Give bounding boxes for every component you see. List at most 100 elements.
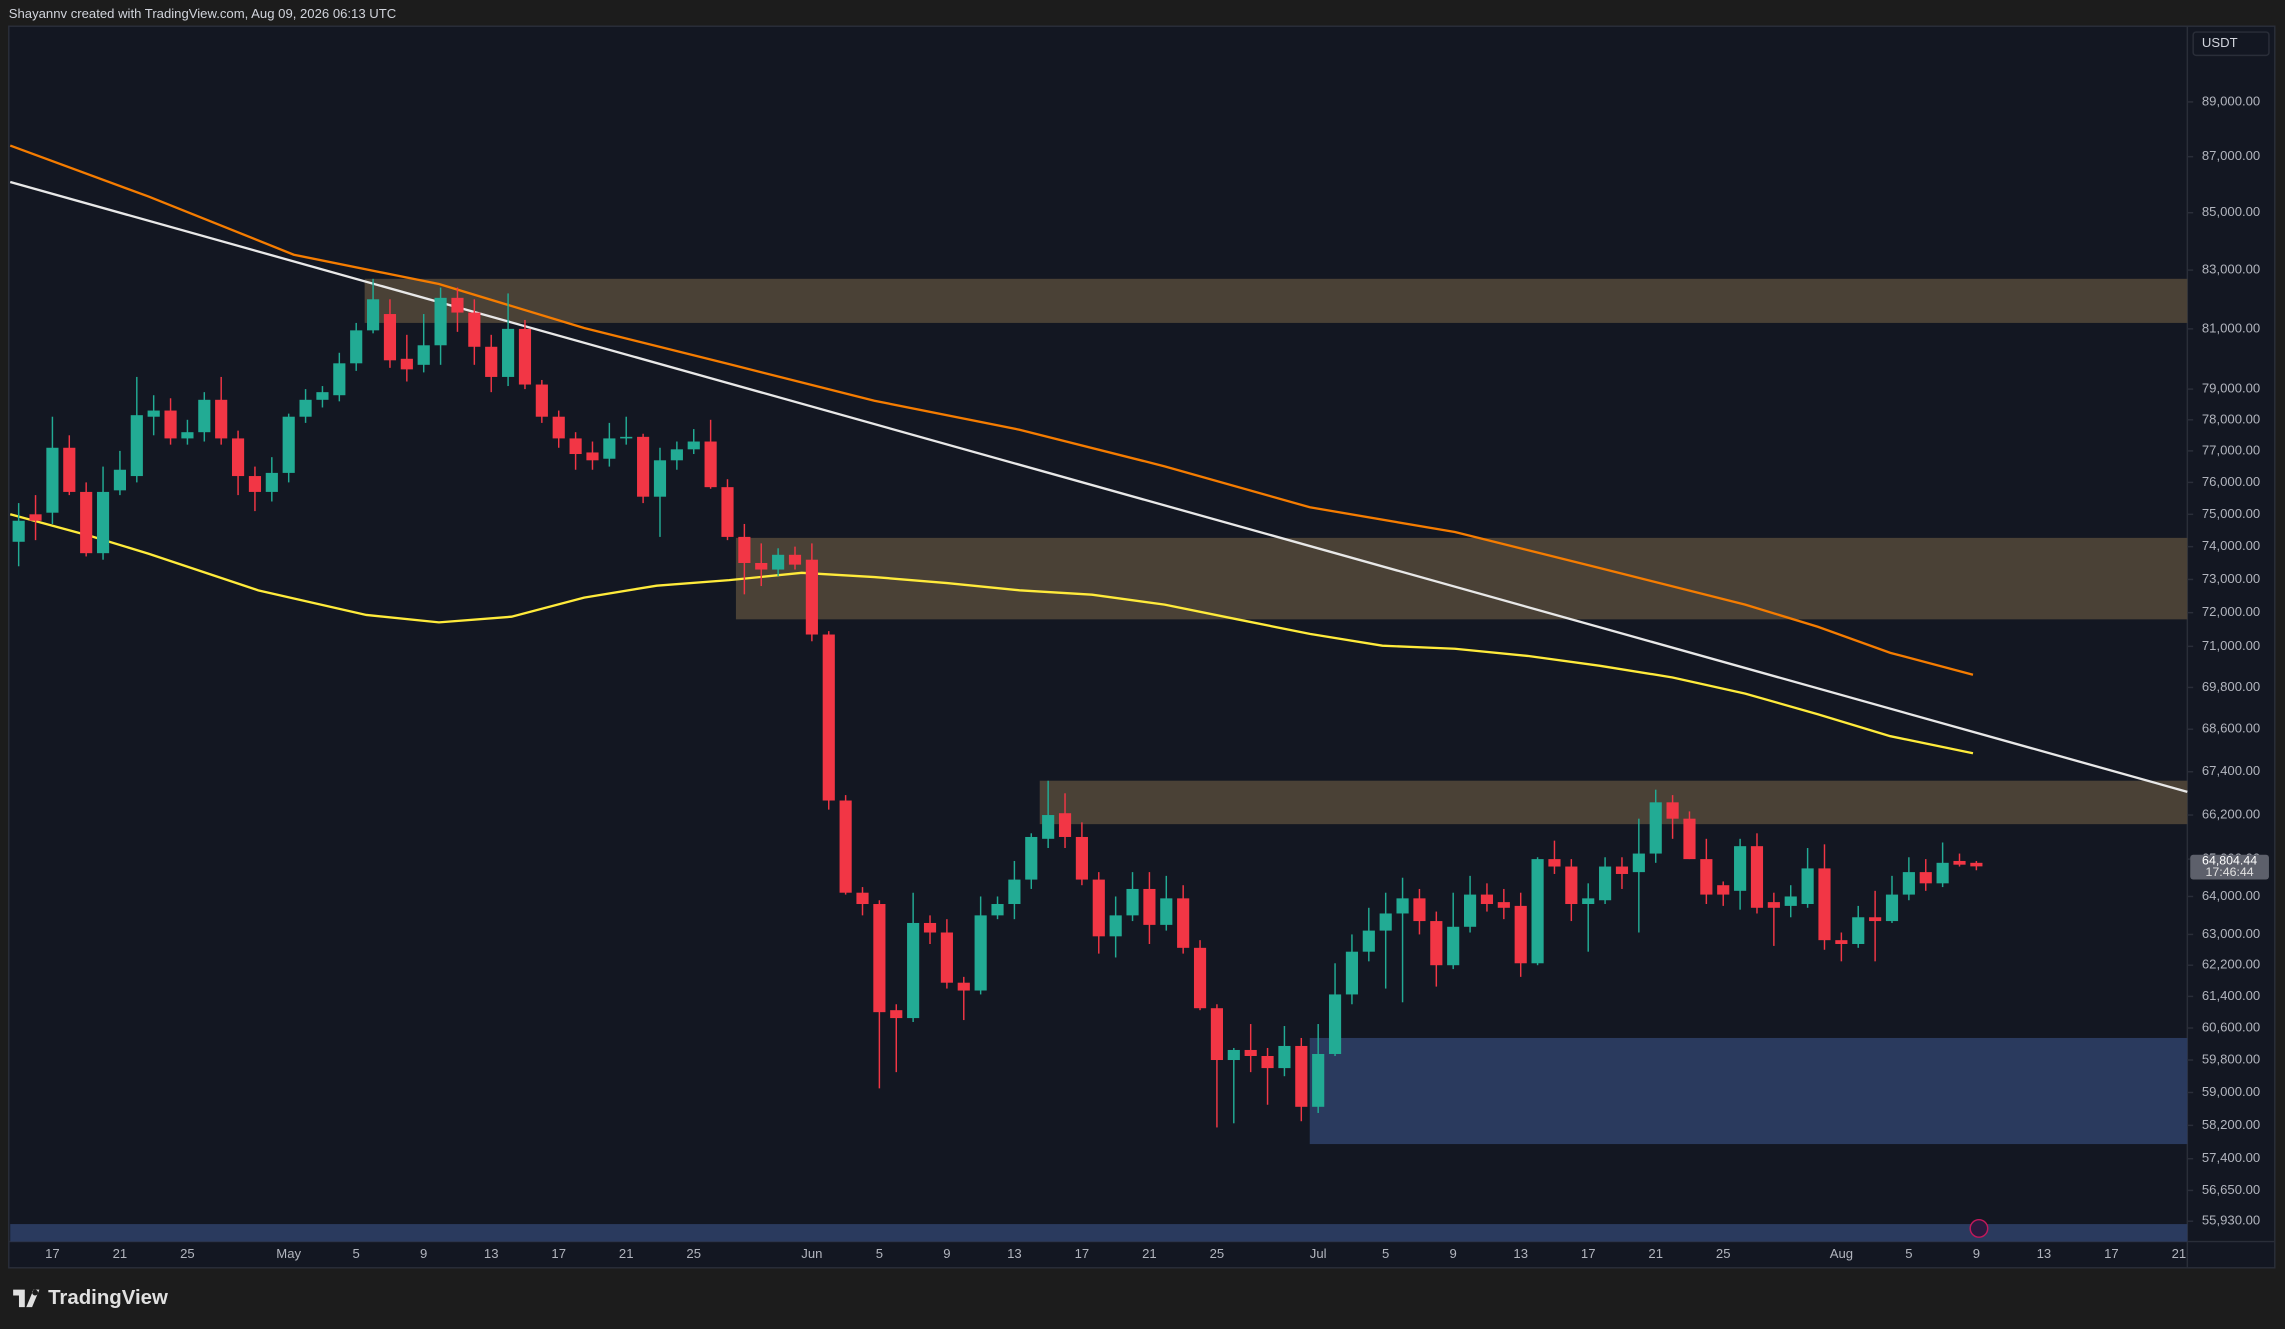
y-tick-label: 83,000.00	[2202, 262, 2260, 277]
y-tick-label: 64,000.00	[2202, 888, 2260, 903]
candle-body	[1227, 1049, 1240, 1061]
candle-body	[1025, 836, 1038, 880]
candle-body	[1328, 994, 1342, 1054]
x-tick-label: 5	[1382, 1246, 1389, 1261]
candle-body	[721, 487, 734, 537]
candle-body	[1531, 859, 1544, 964]
candle-body	[1058, 813, 1072, 837]
candle-body	[1784, 896, 1797, 906]
candle-body	[1261, 1055, 1274, 1069]
candle-body	[1396, 898, 1409, 914]
candle-body	[1750, 846, 1764, 908]
y-tick-label: 59,800.00	[2202, 1051, 2260, 1066]
candle-body	[755, 562, 768, 570]
trend-line	[9, 144, 1974, 676]
candle-body	[772, 554, 785, 570]
y-tick-label: 71,000.00	[2202, 638, 2260, 653]
x-tick-label: 17	[1075, 1246, 1090, 1261]
candle-body	[1835, 940, 1848, 944]
y-tick-label: 57,400.00	[2202, 1150, 2260, 1165]
candle-body	[113, 469, 127, 491]
candle-body	[130, 415, 143, 477]
candle-body	[1970, 862, 1983, 867]
plot	[9, 144, 2188, 1145]
candle-body	[383, 314, 397, 361]
candle-body	[215, 399, 228, 439]
candle-body	[1885, 894, 1899, 922]
candle-body	[400, 358, 413, 370]
x-tick-label: 5	[876, 1246, 883, 1261]
candle-body	[147, 410, 160, 417]
x-tick-label: 13	[484, 1246, 499, 1261]
y-tick-label: 61,400.00	[2202, 988, 2260, 1003]
x-tick-label: 21	[2172, 1246, 2187, 1261]
y-tick-label: 75,000.00	[2202, 506, 2260, 521]
y-tick-label: 55,930.00	[2202, 1213, 2260, 1228]
candle-body	[1177, 898, 1190, 948]
candle-body	[1193, 947, 1207, 1009]
x-tick-label: 21	[1142, 1246, 1157, 1261]
candle-body	[1852, 917, 1865, 944]
y-tick-label: 77,000.00	[2202, 442, 2260, 457]
candle-body	[873, 904, 886, 1013]
candle-body	[1767, 902, 1780, 908]
x-tick-label: 25	[180, 1246, 195, 1261]
candle-body	[1042, 815, 1055, 839]
zone	[735, 537, 2188, 620]
candle-body	[1092, 879, 1105, 937]
x-tick-label: 13	[1007, 1246, 1022, 1261]
x-tick-label: Aug	[1830, 1246, 1853, 1261]
x-tick-label: 17	[2104, 1246, 2119, 1261]
candle-body	[738, 536, 751, 563]
x-tick-label: 17	[1581, 1246, 1596, 1261]
candle-body	[1869, 917, 1882, 922]
candle-body	[1295, 1045, 1308, 1107]
candle-body	[890, 1010, 903, 1019]
candle-body	[1632, 853, 1645, 873]
candle-body	[80, 491, 93, 554]
y-tick-label: 78,000.00	[2202, 411, 2260, 426]
candle-body	[1953, 860, 1966, 865]
candle-body	[1075, 836, 1088, 880]
candle-body	[569, 438, 582, 455]
x-tick-label: 9	[943, 1246, 950, 1261]
candle-body	[1902, 872, 1915, 895]
price-axis: 89,000.00 87,000.00 85,000.00 83,000.00 81,0…	[2187, 93, 2260, 1228]
candle-body	[1666, 802, 1679, 819]
y-tick-label: 62,200.00	[2202, 957, 2260, 972]
last-price: 64,804.44	[2202, 854, 2257, 868]
candle-body	[704, 441, 717, 488]
candle-body	[468, 312, 481, 347]
candle-body	[1497, 902, 1510, 908]
candle-body	[1379, 913, 1392, 931]
candle-body	[1430, 921, 1443, 966]
candle-body	[907, 922, 920, 1019]
y-tick-label: 59,000.00	[2202, 1084, 2260, 1099]
candle-body	[1480, 894, 1494, 905]
candle-body	[839, 800, 852, 893]
x-tick-label: Jun	[801, 1246, 822, 1261]
zone	[1309, 1037, 2188, 1145]
y-tick-label: 76,000.00	[2202, 474, 2260, 489]
x-tick-label: 17	[45, 1246, 60, 1261]
candle-body	[1126, 888, 1139, 916]
candle-body	[1615, 866, 1629, 874]
x-tick-label: 5	[1905, 1246, 1912, 1261]
candle-body	[1565, 866, 1578, 905]
x-tick-label: 25	[1716, 1246, 1731, 1261]
candle-body	[1548, 859, 1561, 867]
candle-body	[485, 346, 498, 377]
candle-body	[974, 915, 987, 991]
candle-body	[46, 447, 59, 513]
y-tick-label: 79,000.00	[2202, 381, 2260, 396]
candle-body	[248, 476, 262, 492]
candle-body	[164, 410, 177, 439]
y-tick-label: 69,800.00	[2202, 679, 2260, 694]
x-tick-label: Jul	[1310, 1246, 1327, 1261]
candle-body	[552, 416, 565, 439]
candle-body	[1599, 866, 1612, 901]
header: Shayannv created with TradingView.com, A…	[9, 6, 396, 21]
candle-body	[1463, 894, 1477, 927]
x-tick-label: 21	[619, 1246, 634, 1261]
